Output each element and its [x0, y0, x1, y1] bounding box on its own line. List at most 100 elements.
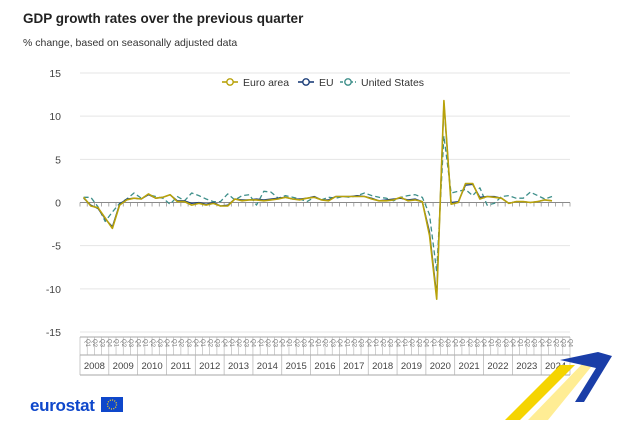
year-tick-label: 2011: [171, 361, 191, 372]
quarter-tick-label: Q2: [322, 339, 328, 348]
quarter-tick-label: Q2: [552, 339, 558, 348]
legend-marker-icon: [344, 78, 352, 86]
legend-marker-icon: [226, 78, 234, 86]
x-axis: Q1 Q2 Q3 Q4 Q1 Q2 Q3 Q4 Q1 Q2 Q3 Q4 Q1 Q2 Q3 Q4 Q1 Q2 Q3 Q4…: [79, 336, 573, 376]
quarter-tick-label: Q3: [444, 339, 450, 348]
legend-item-united-states[interactable]: United States: [340, 77, 424, 89]
quarter-tick-label: Q4: [365, 339, 371, 348]
quarter-tick-label: Q1: [170, 339, 176, 348]
year-tick-label: 2017: [343, 361, 364, 372]
legend-item-euro-area[interactable]: Euro area: [222, 77, 289, 89]
year-tick-label: 2014: [257, 361, 278, 372]
quarter-tick-label: Q4: [106, 339, 112, 348]
year-tick-label: 2024: [545, 361, 566, 372]
quarter-tick-label: Q4: [480, 339, 486, 348]
quarter-tick-label: Q4: [451, 339, 457, 348]
quarter-tick-label: Q1: [343, 339, 349, 348]
quarter-tick-label: Q3: [214, 339, 220, 348]
y-tick-label: -5: [52, 241, 61, 253]
quarter-tick-label: Q3: [502, 339, 508, 348]
year-tick-label: 2020: [430, 361, 451, 372]
quarter-tick-label: Q1: [487, 339, 493, 348]
quarter-tick-label: Q3: [300, 339, 306, 348]
y-tick-label: -15: [46, 327, 61, 339]
quarter-tick-label: Q1: [430, 339, 436, 348]
quarter-tick-label: Q1: [545, 339, 551, 348]
year-tick-label: 2013: [228, 361, 249, 372]
quarter-tick-label: Q1: [228, 339, 234, 348]
quarter-tick-label: Q3: [387, 339, 393, 348]
quarter-tick-label: Q2: [466, 339, 472, 348]
legend-label: Euro area: [243, 77, 289, 89]
quarter-tick-label: Q4: [250, 339, 256, 348]
eu-flag-icon: [101, 397, 124, 412]
quarter-tick-label: Q2: [120, 339, 126, 348]
quarter-tick-label: Q4: [538, 339, 544, 348]
quarter-tick-label: Q2: [437, 339, 443, 348]
swoosh-light-icon: [528, 356, 600, 420]
quarter-tick-label: Q1: [459, 339, 465, 348]
legend-marker-icon: [302, 78, 310, 86]
quarter-tick-label: Q3: [415, 339, 421, 348]
legend-label: United States: [361, 77, 424, 89]
quarter-tick-label: Q4: [221, 339, 227, 348]
quarter-tick-label: Q1: [113, 339, 119, 348]
quarter-tick-label: Q4: [163, 339, 169, 348]
year-tick-label: 2016: [314, 361, 335, 372]
chart-subtitle: % change, based on seasonally adjusted d…: [23, 37, 238, 49]
series-lines: [82, 99, 553, 301]
series-line-euro-area: [82, 99, 553, 301]
year-tick-label: 2023: [516, 361, 537, 372]
y-tick-label: 15: [49, 68, 61, 80]
quarter-tick-label: Q1: [257, 339, 263, 348]
quarter-tick-label: Q3: [185, 339, 191, 348]
quarter-tick-label: Q1: [199, 339, 205, 348]
quarter-tick-label: Q4: [278, 339, 284, 348]
quarter-tick-label: Q2: [523, 339, 529, 348]
quarter-tick-label: Q3: [127, 339, 133, 348]
quarter-tick-label: Q2: [408, 339, 414, 348]
y-tick-label: -10: [46, 284, 61, 296]
brand-swoosh: [505, 352, 612, 420]
quarter-tick-label: Q2: [379, 339, 385, 348]
gridlines: [79, 72, 571, 333]
quarter-tick-label: Q2: [264, 339, 270, 348]
quarter-tick-label: Q3: [358, 339, 364, 348]
y-axis-ticks: 15 10 5 0 -5 -10 -15: [46, 68, 61, 339]
year-tick-label: 2018: [372, 361, 393, 372]
quarter-tick-label: Q4: [307, 339, 313, 348]
swoosh-yellow-icon: [505, 365, 575, 420]
quarter-tick-label: Q1: [286, 339, 292, 348]
year-tick-label: 2012: [199, 361, 220, 372]
chart-title: GDP growth rates over the previous quart…: [23, 11, 304, 26]
legend-label: EU: [319, 77, 334, 89]
year-tick-label: 2015: [286, 361, 307, 372]
quarter-tick-label: Q4: [394, 339, 400, 348]
quarter-tick-label: Q1: [516, 339, 522, 348]
quarter-tick-label: Q3: [531, 339, 537, 348]
quarter-tick-label: Q2: [178, 339, 184, 348]
legend[interactable]: Euro area EU United States: [222, 77, 424, 89]
quarter-tick-label: Q1: [314, 339, 320, 348]
year-tick-label: 2009: [113, 361, 134, 372]
quarter-tick-label: Q3: [98, 339, 104, 348]
year-tick-label: 2010: [141, 361, 162, 372]
quarter-tick-label: Q4: [423, 339, 429, 348]
quarter-tick-label: Q2: [149, 339, 155, 348]
quarter-tick-label: Q4: [509, 339, 515, 348]
quarter-tick-label: Q4: [567, 339, 573, 348]
quarter-tick-label: Q1: [401, 339, 407, 348]
quarter-tick-label: Q3: [242, 339, 248, 348]
quarter-tick-label: Q4: [134, 339, 140, 348]
swoosh-blue-icon: [560, 352, 612, 402]
quarter-tick-label: Q3: [156, 339, 162, 348]
quarter-tick-label: Q1: [372, 339, 378, 348]
year-tick-label: 2021: [459, 361, 480, 372]
year-tick-label: 2019: [401, 361, 422, 372]
year-tick-label: 2008: [84, 361, 105, 372]
quarter-tick-label: Q3: [559, 339, 565, 348]
eurostat-logo: eurostat: [30, 396, 124, 416]
legend-item-eu[interactable]: EU: [298, 77, 334, 89]
quarter-tick-label: Q1: [84, 339, 90, 348]
